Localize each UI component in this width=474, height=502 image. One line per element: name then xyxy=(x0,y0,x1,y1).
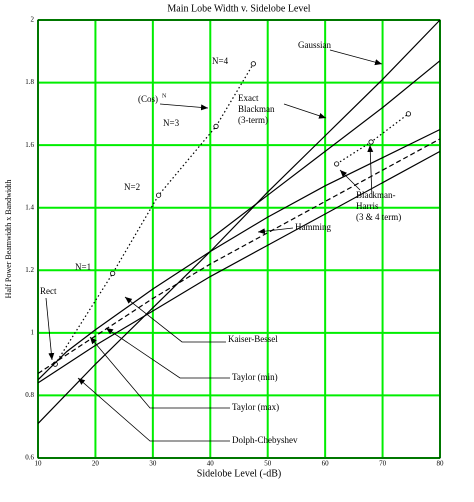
y-tick-label: 1.6 xyxy=(25,141,34,149)
point-marker xyxy=(405,111,412,117)
annotation-arrow xyxy=(159,103,209,111)
annotation: (3-term) xyxy=(238,115,268,125)
annotation-arrow xyxy=(367,144,374,199)
annotation: Dolph-Chebyshev xyxy=(232,435,298,445)
annotation: Rect xyxy=(40,286,57,296)
x-tick-label: 60 xyxy=(322,460,330,468)
annotation-arrow xyxy=(283,103,327,119)
y-tick-label: 2 xyxy=(31,16,35,24)
point-marker xyxy=(368,139,374,145)
annotation: N=1 xyxy=(75,262,91,272)
annotation: N=3 xyxy=(163,118,180,128)
x-tick-label: 50 xyxy=(264,460,272,468)
annotation: (3 & 4 term) xyxy=(356,212,401,222)
x-tick-label: 10 xyxy=(35,460,43,468)
y-axis-label: Half Power Beamwidth x Bandwidth xyxy=(4,180,13,299)
annotation-arrow xyxy=(257,227,294,235)
y-tick-label: 1.2 xyxy=(25,266,34,274)
annotation: Kaiser-Bessel xyxy=(228,334,278,344)
x-tick-label: 40 xyxy=(207,460,215,468)
series-line xyxy=(336,113,409,165)
annotation: Taylor (min) xyxy=(232,372,278,382)
annotation: Gaussian xyxy=(298,40,331,50)
series-line xyxy=(54,63,254,365)
annotation-arrow xyxy=(339,169,361,191)
x-tick-label: 20 xyxy=(92,460,100,468)
annotation-arrow xyxy=(124,296,226,343)
annotation: Taylor (max) xyxy=(232,402,279,412)
point-marker xyxy=(250,61,256,67)
plot-frame xyxy=(37,19,441,459)
annotation: Blackman xyxy=(238,104,275,114)
annotation: Harris xyxy=(356,201,379,211)
x-tick-label: 30 xyxy=(149,460,157,468)
y-tick-label: 1.8 xyxy=(25,78,34,86)
annotation-arrow xyxy=(77,377,230,442)
x-axis-label: Sidelobe Level (-dB) xyxy=(197,468,281,479)
annotation: N=2 xyxy=(124,182,140,192)
point-marker xyxy=(156,192,162,198)
series-line xyxy=(37,150,441,384)
point-marker xyxy=(110,270,116,277)
point-marker xyxy=(334,161,340,167)
y-tick-label: 1.4 xyxy=(25,203,34,211)
annotation-arrow xyxy=(45,297,55,361)
y-tick-label: 0.6 xyxy=(25,454,34,462)
annotation-arrow xyxy=(89,336,230,409)
chart-title: Main Lobe Width v. Sidelobe Level xyxy=(167,3,310,14)
annotation: (Cos) xyxy=(138,94,158,104)
annotation: Exact xyxy=(238,93,259,103)
annotation: Hamming xyxy=(295,222,331,232)
annotation: N=4 xyxy=(212,56,229,66)
annotation: N xyxy=(162,93,167,99)
x-tick-label: 80 xyxy=(437,460,445,468)
series-line xyxy=(37,128,441,381)
y-tick-label: 1 xyxy=(31,328,35,336)
point-marker xyxy=(213,123,219,129)
y-tick-label: 0.8 xyxy=(25,391,34,399)
series-line xyxy=(209,60,441,240)
annotation-arrow xyxy=(329,49,383,66)
annotation: Blackman- xyxy=(356,190,396,200)
annotation-arrow xyxy=(105,327,230,379)
series-line xyxy=(37,138,441,375)
x-tick-label: 70 xyxy=(379,460,387,468)
